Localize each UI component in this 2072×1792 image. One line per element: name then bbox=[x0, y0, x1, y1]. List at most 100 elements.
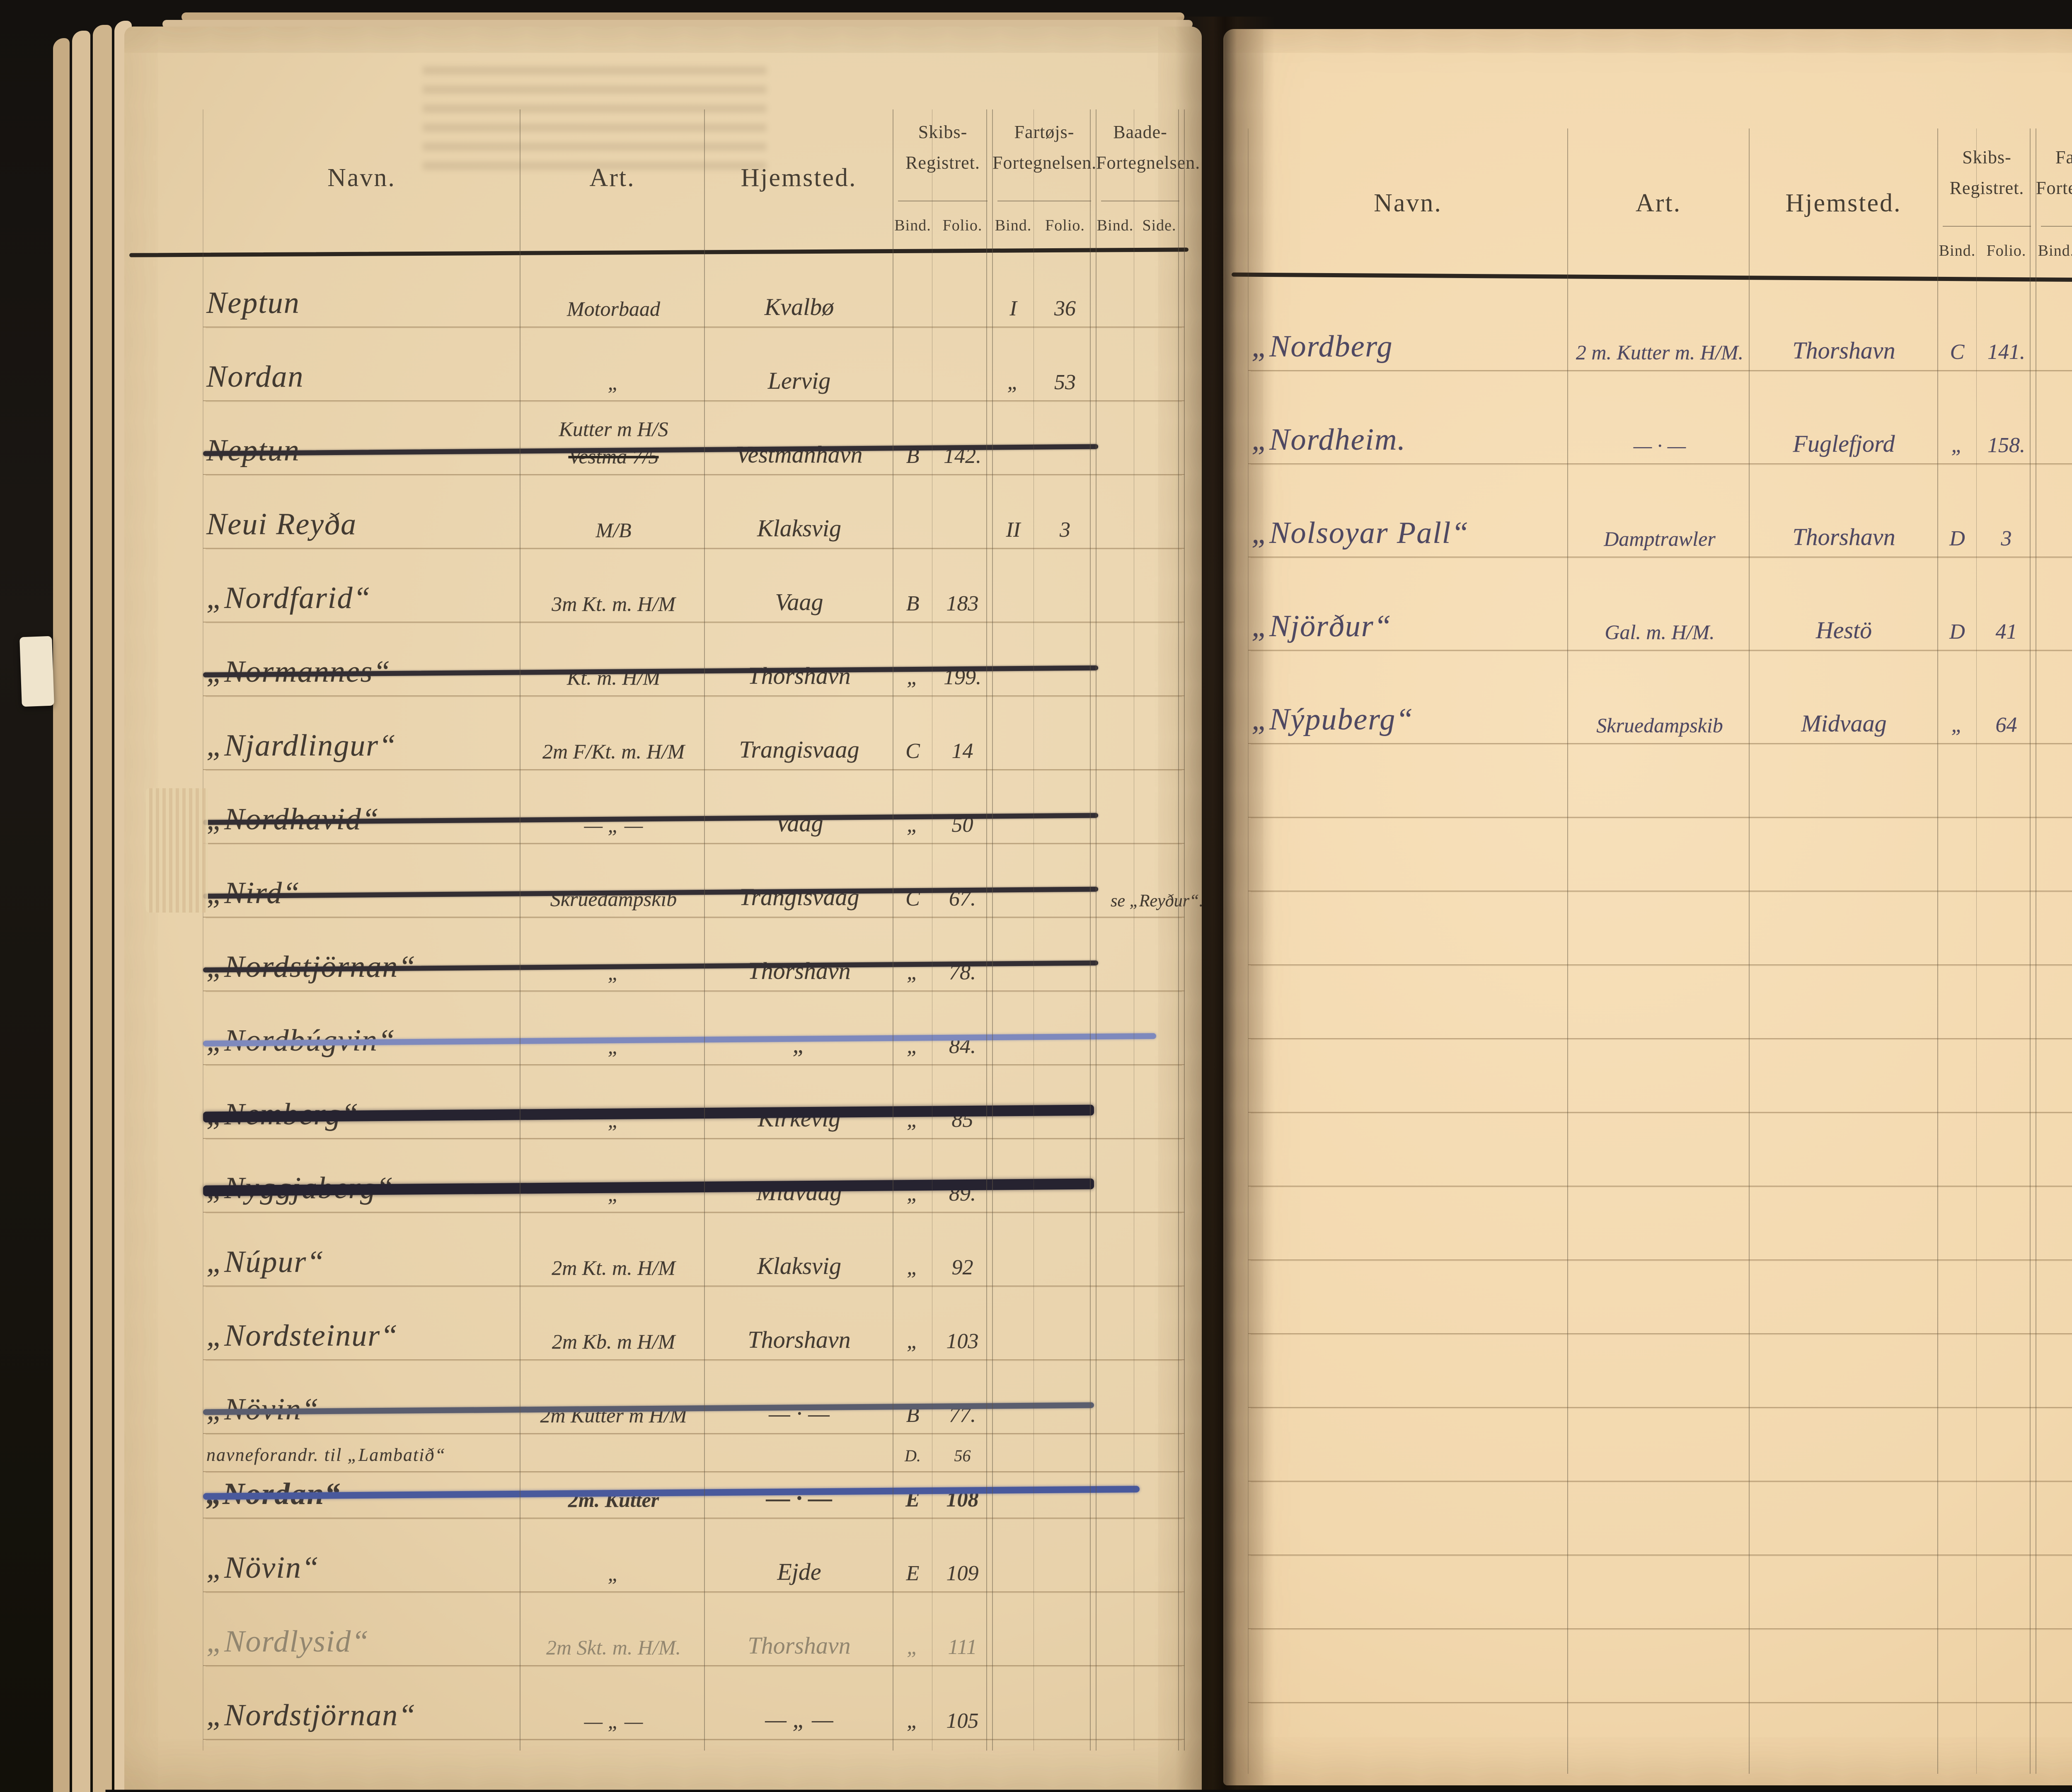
cell-hjemsted: „ bbox=[709, 1031, 889, 1058]
header-rule bbox=[2041, 226, 2072, 227]
subheader-bind: Bind. bbox=[893, 216, 932, 235]
cell-ship-name: „Nordberg bbox=[1251, 329, 1563, 364]
cell-skibs-folio: 109 bbox=[932, 1561, 992, 1586]
register-row: „Nird“SkruedampskibTrangisvaagC67.se „Re… bbox=[203, 844, 1184, 918]
cell-skibs-bind: „ bbox=[1938, 713, 1977, 737]
cell-hjemsted: Thorshavn bbox=[709, 957, 889, 985]
subheader-folio: Folio. bbox=[1977, 242, 2036, 260]
register-row: „Nordhavid“— „ —Vaag„50 bbox=[203, 770, 1184, 844]
cell-hjemsted: Vaag bbox=[709, 809, 889, 837]
cell-ship-name: „Nýpuberg“ bbox=[1251, 702, 1563, 737]
page-edge bbox=[93, 25, 112, 1792]
cell-skibs-bind: „ bbox=[893, 1255, 932, 1280]
blank-row bbox=[1248, 1334, 2072, 1408]
register-row: „Nordlysid“ 2m Skt. m. H/M. Thorshavn „ 111 bbox=[203, 1592, 1184, 1666]
blank-row bbox=[1248, 1408, 2072, 1482]
cell-skibs-folio: 92 bbox=[932, 1255, 992, 1280]
blank-row bbox=[1248, 1113, 2072, 1187]
cell-fartojs-bind: „ bbox=[992, 370, 1034, 395]
cell-art: — · — bbox=[1574, 433, 1745, 458]
blank-row bbox=[1248, 818, 2072, 891]
cell-hjemsted: Thorshavn bbox=[709, 1632, 889, 1659]
cell-ship-name: „Njardlingur“ bbox=[206, 728, 515, 763]
column-rule bbox=[1090, 109, 1091, 1751]
header-line: Fortegnelsen. bbox=[992, 148, 1096, 178]
blank-row bbox=[1248, 891, 2072, 965]
cell-fartojs-bind: II bbox=[992, 518, 1034, 542]
cell-art: 2m F/Kt. m. H/M bbox=[527, 739, 700, 763]
column-header-art: Art. bbox=[1568, 189, 1749, 218]
register-row: „Nyggjaberg“„Midvaag„89. bbox=[203, 1139, 1184, 1213]
column-header-navn: Navn. bbox=[203, 163, 520, 193]
cell-hjemsted: Ejde bbox=[709, 1558, 889, 1586]
register-row: navneforandr. til „Lambatið“ D. 56 bbox=[203, 1434, 1184, 1472]
cell-ship-name: „Nordstjörnan“ bbox=[206, 1698, 515, 1733]
cell-art: 2 m. Kutter m. H/M. bbox=[1574, 340, 1745, 364]
cell-ship-name: „Növin“ bbox=[206, 1550, 515, 1586]
paper-slip bbox=[19, 636, 54, 707]
register-row: „Nordstjörnan“„Thorshavn„78. bbox=[203, 918, 1184, 991]
cell-hjemsted: Trangisvaag bbox=[709, 736, 889, 763]
cell-hjemsted: Thorshavn bbox=[1754, 523, 1934, 551]
subheader-side: Side. bbox=[1134, 216, 1184, 235]
subheader-bind: Bind. bbox=[2036, 242, 2072, 260]
column-rule bbox=[1976, 128, 1977, 1774]
cell-hjemsted: Hestö bbox=[1754, 616, 1934, 644]
cell-art: Damptrawler bbox=[1574, 527, 1745, 551]
cell-skibs-bind: „ bbox=[1938, 433, 1977, 458]
subheader-bind: Bind. bbox=[1938, 242, 1977, 260]
cell-ship-name: „Njörður“ bbox=[1251, 609, 1563, 644]
cell-skibs-bind: D bbox=[1938, 620, 1977, 644]
register-row: „Nordsteinur“ 2m Kb. m H/M Thorshavn „ 103 bbox=[203, 1286, 1184, 1360]
cell-ship-name: Neui Reyða bbox=[206, 507, 515, 542]
cell-hjemsted: Kvalbø bbox=[709, 293, 889, 321]
cell-art: Gal. m. H/M. bbox=[1574, 620, 1745, 644]
cell-art: Skruedampskib bbox=[1574, 713, 1745, 737]
column-rule bbox=[1178, 109, 1179, 1751]
column-rule bbox=[1248, 128, 1249, 1774]
cell-ship-name: Neptun bbox=[206, 286, 515, 321]
subheader-bind: Bind. bbox=[1096, 216, 1134, 235]
register-row: Nordan „ Lervig „ 53 bbox=[203, 327, 1184, 401]
cell-art: „ bbox=[527, 1562, 700, 1586]
register-row: „Nordberg 2 m. Kutter m. H/M. Thorshavn C 14… bbox=[1248, 278, 2072, 371]
cell-art: 2m Skt. m. H/M. bbox=[527, 1635, 700, 1659]
column-header-baadefortegnelsen: Baade- Fortegnelsen. bbox=[1096, 117, 1184, 178]
column-header-skibsregistret: Skibs- Registret. bbox=[1938, 142, 2036, 203]
blank-row bbox=[1248, 1039, 2072, 1113]
cell-skibs-folio: 158. bbox=[1977, 433, 2036, 458]
cell-skibs-folio: 141. bbox=[1977, 340, 2036, 364]
register-row: „Nordstjörnan“ — „ — — „ — „ 105 bbox=[203, 1666, 1184, 1740]
cell-art: 2m Kb. m H/M bbox=[527, 1329, 700, 1354]
cell-skibs-bind: C bbox=[893, 739, 932, 763]
cell-art: Kutter m H/S bbox=[527, 417, 700, 441]
page-edge bbox=[72, 31, 90, 1792]
cell-fartojs-folio: 36 bbox=[1034, 296, 1096, 321]
blank-row bbox=[1248, 1187, 2072, 1260]
cell-skibs-folio: 64 bbox=[1977, 713, 2036, 737]
page-edge bbox=[53, 38, 70, 1792]
cell-ship-name: navneforandr. til „Lambatið“ bbox=[206, 1444, 695, 1465]
cell-hjemsted: Thorshavn bbox=[709, 1326, 889, 1354]
cloth-tape-patch bbox=[146, 788, 208, 913]
header-rule bbox=[1943, 226, 2031, 227]
column-rule bbox=[992, 109, 993, 1751]
subheader-bind: Bind. bbox=[992, 216, 1034, 235]
cell-skibs-folio: 41 bbox=[1977, 620, 2036, 644]
cell-ship-name: „Nordlysid“ bbox=[206, 1624, 515, 1659]
blank-row bbox=[1248, 1482, 2072, 1555]
cell-art: 3m Kt. m. H/M bbox=[527, 592, 700, 616]
cell-ship-name: „Núpur“ bbox=[206, 1245, 515, 1280]
header-line: Skibs- bbox=[1938, 142, 2036, 173]
cell-skibs-bind: B bbox=[893, 591, 932, 616]
column-rule bbox=[1184, 109, 1185, 1751]
cell-ship-name: „Nordfarid“ bbox=[206, 581, 515, 616]
register-row: Neui Reyða M/B Klaksvig II 3 bbox=[203, 475, 1184, 549]
cell-hjemsted: Fuglefjord bbox=[1754, 430, 1934, 458]
cell-skibs-folio: 103 bbox=[932, 1329, 992, 1354]
column-rule bbox=[2030, 128, 2031, 1774]
cell-hjemsted: Klaksvig bbox=[709, 1252, 889, 1280]
cell-hjemsted: Thorshavn bbox=[1754, 337, 1934, 364]
register-row: „Normannes“Kt. m. H/MThorshavn„199. bbox=[203, 622, 1184, 696]
right-page: Navn. Art. Hjemsted. Skibs- Registret. F… bbox=[1223, 29, 2072, 1785]
